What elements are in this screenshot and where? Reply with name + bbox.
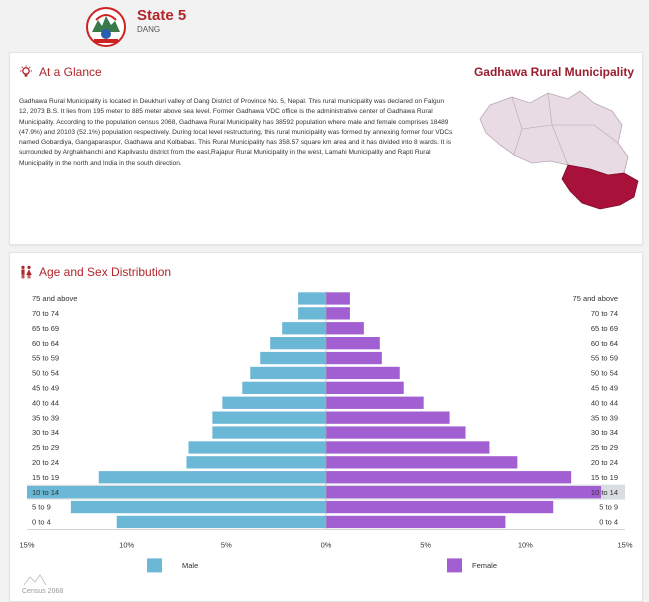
x-tick-label: 10% xyxy=(119,540,134,549)
x-tick-label: 15% xyxy=(19,540,34,549)
at-a-glance-card: At a Glance Gadhawa Rural Municipality G… xyxy=(9,52,643,245)
x-tick-label: 10% xyxy=(518,540,533,549)
map-highlight-gadhawa[interactable] xyxy=(561,164,639,210)
age-label-left: 0 to 4 xyxy=(32,518,51,527)
age-label-left: 15 to 19 xyxy=(32,473,59,482)
female-bar[interactable] xyxy=(326,500,554,514)
map-base-region xyxy=(479,90,629,176)
age-label-left: 60 to 64 xyxy=(32,339,59,348)
legend-female-label[interactable]: Female xyxy=(472,561,497,570)
female-bar[interactable] xyxy=(326,396,424,409)
female-bar[interactable] xyxy=(326,366,400,380)
female-bar[interactable] xyxy=(326,351,382,365)
age-label-left: 65 to 69 xyxy=(32,324,59,333)
x-tick-label: 15% xyxy=(617,540,632,549)
male-bar[interactable] xyxy=(260,351,326,365)
district-map xyxy=(479,90,639,210)
male-bar[interactable] xyxy=(298,292,326,305)
legend-male-label[interactable]: Male xyxy=(182,561,198,570)
age-label-left: 50 to 54 xyxy=(32,369,59,378)
at-a-glance-heading: At a Glance xyxy=(19,65,102,79)
female-bar[interactable] xyxy=(326,456,518,469)
age-label-left: 45 to 49 xyxy=(32,383,59,392)
age-label-left: 5 to 9 xyxy=(32,503,51,512)
district-subtitle: DANG xyxy=(137,25,161,34)
age-label-left: 10 to 14 xyxy=(32,488,59,497)
male-bar[interactable] xyxy=(270,337,326,350)
age-label-left: 20 to 24 xyxy=(32,458,59,467)
age-label-right: 10 to 14 xyxy=(591,488,618,497)
female-bar[interactable] xyxy=(326,471,572,484)
age-label-left: 40 to 44 xyxy=(32,398,59,407)
age-label-right: 60 to 64 xyxy=(591,339,618,348)
census-logo-icon xyxy=(23,574,47,586)
male-bar[interactable] xyxy=(222,396,326,409)
age-label-right: 55 to 59 xyxy=(591,354,618,363)
female-bar[interactable] xyxy=(326,337,380,350)
female-bar[interactable] xyxy=(326,411,450,424)
female-bar[interactable] xyxy=(326,292,350,305)
female-bar[interactable] xyxy=(326,426,466,439)
male-bar[interactable] xyxy=(250,366,326,380)
census-note: Census 2068 xyxy=(22,588,64,595)
nepal-emblem-icon xyxy=(86,7,126,47)
female-bar[interactable] xyxy=(326,441,490,454)
age-sex-card: Age and Sex Distribution 75 and above 75 … xyxy=(9,252,643,602)
male-bar[interactable] xyxy=(212,411,326,424)
legend-male-swatch[interactable] xyxy=(147,558,162,573)
female-bar[interactable] xyxy=(326,381,404,394)
population-pyramid-chart: 75 and above 75 and above 70 to 74 70 to 74… xyxy=(19,291,633,586)
male-bar[interactable] xyxy=(212,426,326,439)
female-bar[interactable] xyxy=(326,307,350,320)
municipality-name: Gadhawa Rural Municipality xyxy=(473,65,634,79)
male-bar[interactable] xyxy=(98,471,326,484)
age-label-right: 25 to 29 xyxy=(591,443,618,452)
male-bar[interactable] xyxy=(116,515,326,529)
male-bar[interactable] xyxy=(298,307,326,320)
map-inner-border-4 xyxy=(521,124,553,130)
map-inner-border-3 xyxy=(552,124,619,144)
age-label-left: 30 to 34 xyxy=(32,428,59,437)
state-title: State 5 xyxy=(137,7,187,24)
male-bar[interactable] xyxy=(188,441,326,454)
age-label-left: 75 and above xyxy=(32,294,77,303)
age-label-right: 75 and above xyxy=(573,294,618,303)
age-label-left: 35 to 39 xyxy=(32,413,59,422)
female-bar[interactable] xyxy=(326,515,506,529)
male-bar[interactable] xyxy=(282,322,326,335)
age-label-right: 70 to 74 xyxy=(591,309,618,318)
x-tick-label: 5% xyxy=(420,540,431,549)
age-label-right: 20 to 24 xyxy=(591,458,618,467)
age-sex-heading: Age and Sex Distribution xyxy=(19,265,171,279)
age-label-left: 55 to 59 xyxy=(32,354,59,363)
age-label-right: 40 to 44 xyxy=(591,398,618,407)
female-bar[interactable] xyxy=(326,322,364,335)
x-tick-label: 5% xyxy=(221,540,232,549)
male-bar[interactable] xyxy=(242,381,326,394)
age-label-right: 5 to 9 xyxy=(599,503,618,512)
female-bar[interactable] xyxy=(326,486,602,499)
legend-female-swatch[interactable] xyxy=(447,558,462,573)
age-sex-label: Age and Sex Distribution xyxy=(39,265,172,279)
age-label-right: 35 to 39 xyxy=(591,413,618,422)
male-bar[interactable] xyxy=(186,456,326,469)
age-label-right: 30 to 34 xyxy=(591,428,618,437)
male-bar[interactable] xyxy=(70,500,326,514)
age-label-right: 15 to 19 xyxy=(591,473,618,482)
age-label-right: 65 to 69 xyxy=(591,324,618,333)
municipality-description: Gadhawa Rural Municipality is located in… xyxy=(19,98,453,167)
page-header: State 5 DANG xyxy=(0,0,649,50)
age-label-right: 0 to 4 xyxy=(599,518,618,527)
age-label-right: 45 to 49 xyxy=(591,383,618,392)
male-bar[interactable] xyxy=(27,486,326,499)
age-label-left: 25 to 29 xyxy=(32,443,59,452)
at-a-glance-label: At a Glance xyxy=(39,65,102,79)
age-label-left: 70 to 74 xyxy=(32,309,59,318)
x-tick-label: 0% xyxy=(321,540,332,549)
bulb-icon xyxy=(20,65,32,77)
age-label-right: 50 to 54 xyxy=(591,369,618,378)
people-icon xyxy=(21,265,32,279)
